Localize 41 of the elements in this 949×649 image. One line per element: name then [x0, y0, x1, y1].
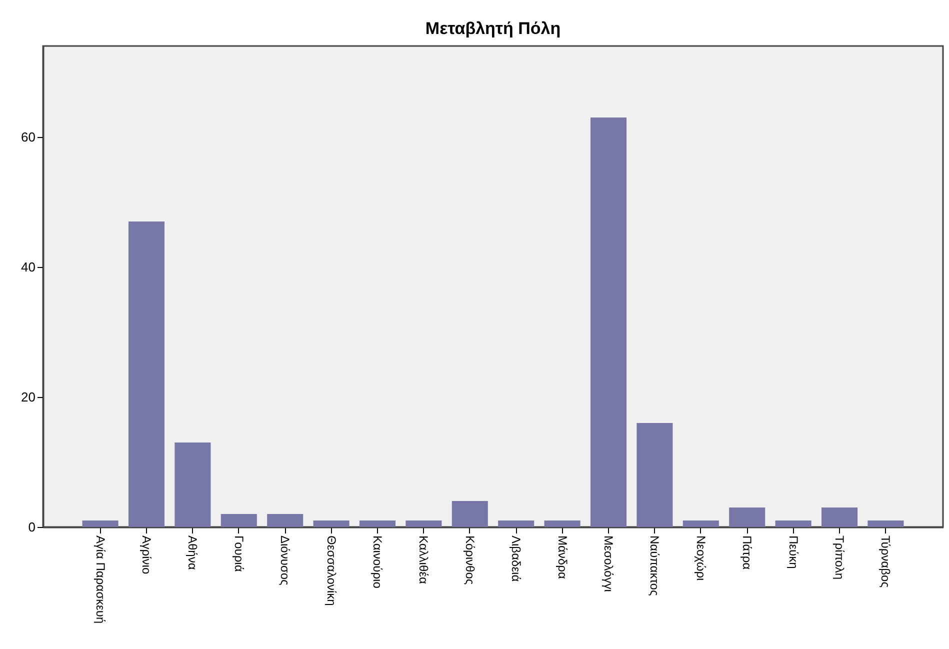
bar — [174, 442, 211, 527]
bar — [82, 520, 118, 527]
bar — [775, 520, 812, 527]
x-tick-label: Αγία Παρασκευή — [93, 536, 108, 624]
x-tick-label: Τύρναβος — [878, 536, 893, 588]
bar — [406, 520, 442, 527]
bar — [868, 520, 904, 527]
bar — [498, 520, 534, 527]
y-tick-label: 60 — [21, 130, 36, 144]
y-tick-label: 40 — [21, 260, 36, 274]
x-tick-label: Μάνδρα — [555, 536, 570, 579]
chart-title: Μεταβλητή Πόλη — [425, 19, 561, 38]
x-tick-label: Καινούριο — [370, 536, 384, 589]
bar — [128, 222, 165, 527]
bar — [821, 508, 858, 527]
x-tick-label: Πεύκη — [786, 536, 800, 569]
x-tick-label: Καλλιθέα — [416, 536, 431, 584]
bar — [682, 520, 719, 527]
bar — [220, 514, 257, 527]
x-tick-label: Αγρίνιο — [139, 536, 154, 574]
bar — [267, 514, 304, 527]
x-tick-label: Ναύπακτος — [648, 536, 662, 596]
x-tick-label: Τρίπολη — [832, 536, 847, 580]
bar — [313, 520, 350, 527]
x-tick-label: Διόνυσος — [278, 536, 292, 586]
x-tick-label: Αθήνα — [186, 536, 200, 570]
x-tick-label: Κόρινθος — [462, 536, 477, 585]
y-tick-label: 20 — [21, 390, 36, 404]
bar — [729, 508, 766, 527]
x-tick-label: Θεσσαλονίκη — [324, 536, 338, 606]
bar — [359, 520, 396, 527]
x-tick-label: Νεοχώρι — [694, 536, 708, 582]
bar — [544, 520, 580, 527]
x-tick-label: Γουριά — [232, 536, 246, 572]
y-tick-label: 0 — [28, 520, 36, 534]
bar — [636, 423, 673, 527]
x-tick-label: Πάτρα — [740, 536, 754, 570]
x-tick-label: Λιβαδειά — [509, 536, 524, 582]
bar — [452, 501, 488, 527]
bar — [590, 118, 627, 527]
x-tick-label: Μεσολόγγι — [602, 536, 616, 592]
